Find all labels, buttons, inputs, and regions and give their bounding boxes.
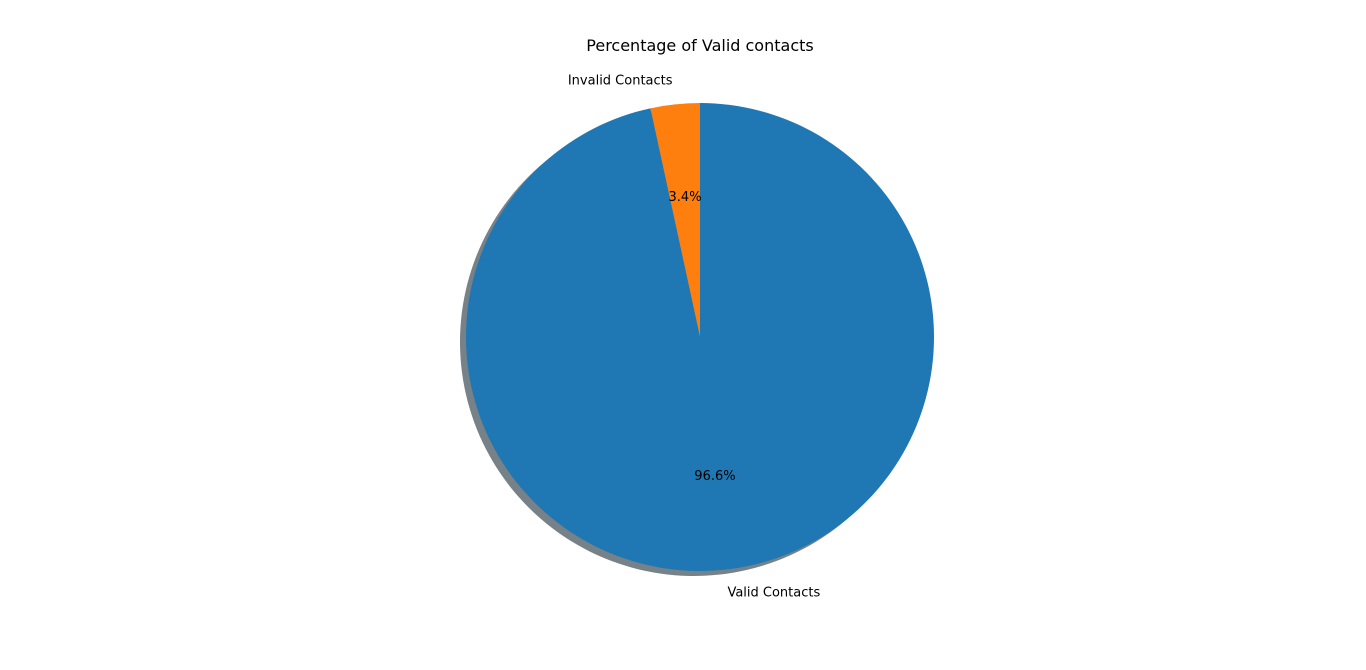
slice-label-invalid-contacts: Invalid Contacts	[568, 74, 673, 89]
slice-invalid-contacts	[650, 103, 700, 337]
slice-label-valid-contacts: Valid Contacts	[727, 585, 820, 600]
pie-slices	[465, 103, 934, 571]
pie-labels: Invalid Contacts 3.4% Valid Contacts 96.6%	[568, 74, 821, 601]
chart-title: Percentage of Valid contacts	[586, 36, 813, 55]
slice-valid-contacts	[465, 103, 934, 571]
pct-label-valid-contacts: 96.6%	[694, 469, 735, 484]
pct-label-invalid-contacts: 3.4%	[669, 190, 702, 205]
